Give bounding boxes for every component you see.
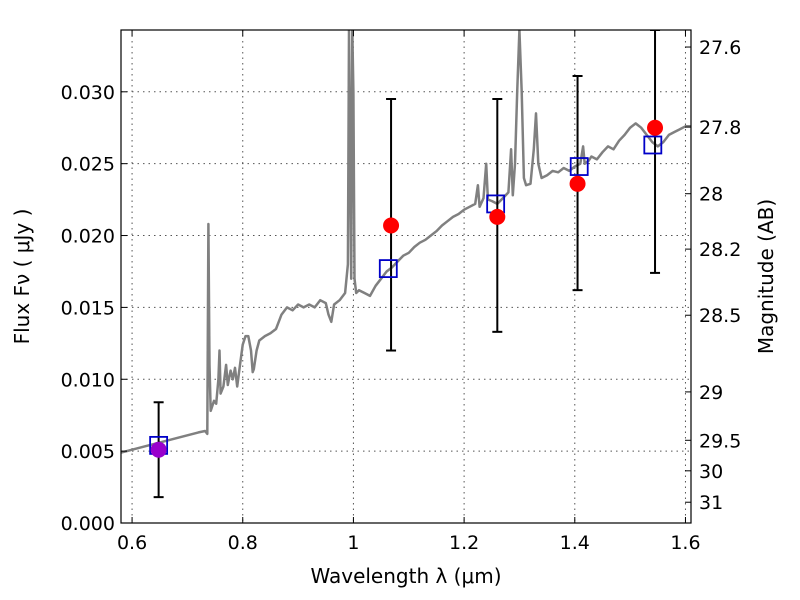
- x-tick-label: 0.6: [117, 532, 147, 554]
- y2-tick-label: 29: [699, 382, 723, 404]
- observed-point-marker: [383, 217, 400, 234]
- x-tick-label: 0.8: [228, 532, 258, 554]
- y2-tick-label: 27.6: [699, 37, 741, 59]
- observed-point-marker: [569, 175, 586, 192]
- x-tick-label: 1.2: [449, 532, 479, 554]
- y-axis-label: Flux Fν ( μJy ): [10, 209, 34, 345]
- x-tick-label: 1.6: [670, 532, 700, 554]
- y-tick-label: 0.030: [61, 82, 115, 104]
- plot-frame: [120, 29, 692, 524]
- y-tick-label: 0.000: [61, 513, 115, 535]
- y-tick-label: 0.005: [61, 441, 115, 463]
- observed-point-marker: [647, 119, 664, 136]
- observed-point-marker: [150, 441, 167, 458]
- axis-ticks: 0.6 0.8 1 1.2 1.4 1.6 0.000 0.005 0.010 0.015 0.02…: [61, 30, 741, 554]
- x-tick-label: 1: [347, 532, 359, 554]
- model-square-marker: [378, 259, 398, 278]
- model-square-marker: [643, 135, 663, 155]
- plot-area: [121, 30, 691, 499]
- y2-tick-label: 27.8: [699, 117, 741, 139]
- grid-lines: [121, 30, 691, 524]
- x-tick-label: 1.4: [560, 532, 590, 554]
- y-tick-label: 0.020: [61, 226, 115, 248]
- y2-tick-label: 31: [699, 492, 723, 514]
- y2-tick-label: 28.2: [699, 239, 741, 261]
- y-tick-label: 0.010: [61, 369, 115, 391]
- y-tick-label: 0.015: [61, 297, 115, 319]
- model-square-marker: [569, 157, 589, 176]
- y2-tick-label: 28.5: [699, 305, 741, 327]
- observed-point-marker: [489, 208, 506, 225]
- y2-tick-label: 28: [699, 184, 723, 206]
- y2-tick-label: 30: [699, 461, 723, 483]
- y-tick-label: 0.025: [61, 154, 115, 176]
- spectrum-line: [121, 30, 691, 454]
- right-y-axis-label: Magnitude (AB): [754, 199, 778, 354]
- x-axis-label: Wavelength λ (μm): [310, 564, 501, 588]
- y2-tick-label: 29.5: [699, 430, 741, 452]
